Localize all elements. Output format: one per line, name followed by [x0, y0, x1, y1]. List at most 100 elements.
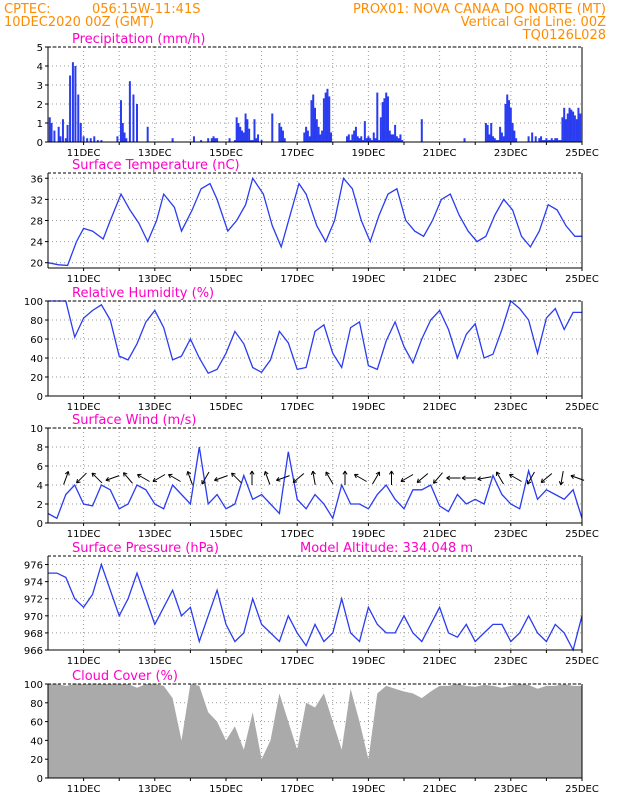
precip-bar: [312, 94, 315, 142]
precip-bar: [349, 140, 352, 142]
wind-arrow: [416, 473, 429, 483]
precip-bar: [511, 123, 514, 142]
wind-arrow: [231, 472, 242, 484]
y-tick-label: 20: [30, 373, 43, 384]
precip-bar: [59, 136, 62, 142]
precip-bar: [566, 113, 569, 142]
header-model: TQ0126L028: [522, 28, 606, 43]
precip-bar: [308, 136, 311, 142]
x-tick-label: 25DEC: [565, 656, 599, 667]
precip-bar: [317, 126, 320, 142]
precip-bar: [561, 117, 564, 142]
precip-bar: [125, 138, 128, 142]
wind-arrow-head: [231, 472, 236, 478]
x-tick-label: 23DEC: [494, 656, 528, 667]
precip-bar: [527, 136, 530, 142]
precip-bar: [315, 119, 318, 142]
precip-bar: [515, 138, 518, 142]
precip-bar: [499, 126, 502, 142]
precip-bar: [192, 136, 195, 142]
wind-arrow-head: [105, 476, 110, 482]
x-tick-label: 17DEC: [280, 274, 314, 285]
wind-arrow: [354, 474, 367, 482]
precip-bar: [314, 107, 316, 142]
precip-bar: [372, 132, 375, 142]
precip-bar: [358, 138, 361, 142]
precip-bar: [531, 132, 534, 142]
y-tick-label: 4: [37, 62, 43, 73]
wind-arrow-head: [416, 478, 422, 483]
x-tick-label: 17DEC: [280, 402, 314, 413]
x-tick-label: 25DEC: [565, 148, 599, 159]
precip-bar: [82, 136, 85, 142]
x-tick-label: 15DEC: [209, 529, 243, 540]
y-tick-label: 970: [24, 612, 43, 623]
x-tick-label: 13DEC: [138, 148, 172, 159]
y-tick-label: 3: [37, 81, 43, 92]
wind-arrow-head: [123, 472, 128, 477]
panel-3: 0 2 4 6 8 10 11DEC 13DEC 15DEC 17DEC 19DEC 21DEC 23D…: [30, 413, 599, 540]
precip-bar: [253, 119, 256, 142]
precip-bar: [390, 134, 393, 142]
precip-bar: [216, 138, 219, 142]
wind-arrow: [433, 472, 443, 484]
precip-bar: [386, 96, 389, 142]
precip-bar: [568, 107, 571, 142]
wind-arrow: [477, 476, 492, 480]
panel-title: Surface Pressure (hPa): [72, 541, 219, 556]
wind-arrow-head: [477, 476, 482, 482]
x-tick-label: 19DEC: [352, 148, 386, 159]
wind-arrow-head: [152, 477, 157, 483]
x-tick-label: 21DEC: [423, 402, 457, 413]
x-tick-label: 19DEC: [352, 656, 386, 667]
x-tick-label: 23DEC: [494, 402, 528, 413]
precip-bar: [575, 119, 578, 142]
series-line: [47, 446, 583, 520]
panel-title: Surface Temperature (nC): [72, 158, 240, 173]
series-line: [48, 299, 582, 375]
x-tick-label: 17DEC: [280, 529, 314, 540]
precip-bar: [100, 140, 103, 142]
precip-bar: [401, 140, 404, 142]
y-tick-label: 40: [30, 354, 43, 365]
series-line: [47, 176, 582, 267]
x-tick-label: 23DEC: [494, 274, 528, 285]
x-tick-label: 15DEC: [209, 274, 243, 285]
precip-bar: [61, 119, 64, 142]
wind-arrow: [137, 474, 150, 482]
y-tick-label: 40: [30, 736, 43, 747]
wind-arrow-head: [91, 472, 97, 478]
wind-arrow-head: [461, 475, 466, 481]
x-tick-label: 21DEC: [423, 148, 457, 159]
precip-bar: [310, 100, 313, 142]
precip-bar: [385, 92, 388, 142]
precip-bar: [463, 138, 466, 142]
wind-arrow-head: [526, 480, 532, 485]
precip-bar: [500, 132, 503, 142]
precip-bar: [50, 123, 53, 142]
precip-bar: [116, 136, 119, 142]
cloud-cover-area: [48, 684, 582, 778]
precip-bar: [214, 138, 217, 142]
y-tick-label: 966: [24, 646, 43, 657]
precip-bar: [322, 98, 325, 142]
wind-arrow-head: [325, 471, 330, 476]
panel-title: Cloud Cover (%): [72, 669, 178, 684]
y-tick-label: 5: [37, 43, 43, 54]
precip-bar: [493, 138, 496, 142]
precip-bar: [534, 136, 537, 142]
y-tick-label: 24: [30, 238, 43, 249]
precip-bar: [48, 117, 51, 142]
wind-arrow: [105, 475, 120, 481]
wind-arrow: [372, 471, 380, 485]
wind-arrow-head: [310, 470, 316, 476]
wind-arrow: [540, 473, 553, 483]
precip-bar: [136, 104, 138, 142]
panel-title: Relative Humidity (%): [72, 286, 214, 301]
precip-bar: [326, 88, 329, 142]
x-tick-label: 15DEC: [209, 784, 243, 795]
precip-bar: [509, 107, 512, 142]
wind-arrow-head: [558, 480, 564, 486]
y-tick-label: 0: [37, 519, 43, 530]
